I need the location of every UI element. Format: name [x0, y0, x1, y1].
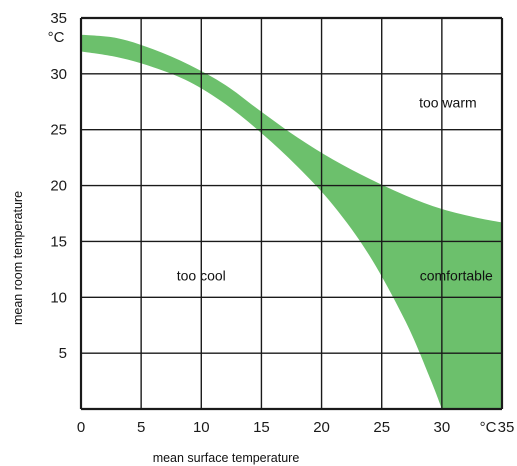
y-tick-label: 30: [50, 66, 67, 83]
y-tick-label: 20: [50, 178, 67, 195]
y-tick-labels: 5 10 15 20 25 30 35: [50, 10, 67, 362]
x-tick-labels: 0 5 10 15 20 25 30 35: [77, 419, 515, 436]
region-label: too cool: [177, 268, 226, 284]
x-tick-label: 25: [373, 419, 390, 436]
grid: [79, 16, 504, 411]
region-label: comfortable: [420, 268, 493, 284]
x-tick-label: 30: [434, 419, 451, 436]
x-tick-label: 5: [137, 419, 145, 436]
x-unit-label: °C: [480, 419, 497, 436]
x-axis-title: mean surface temperature: [153, 451, 300, 465]
y-tick-label: 35: [50, 10, 67, 27]
y-tick-label: 15: [50, 233, 67, 250]
x-tick-label: 35: [498, 419, 515, 436]
y-tick-label: 25: [50, 122, 67, 139]
x-tick-label: 15: [253, 419, 270, 436]
y-tick-label: 10: [50, 289, 67, 306]
x-tick-label: 0: [77, 419, 85, 436]
comfort-band: [81, 34, 502, 410]
y-tick-label: 5: [59, 345, 67, 362]
y-axis-title: mean room temperature: [11, 191, 25, 325]
region-label: too warm: [419, 94, 477, 110]
y-unit-label: °C: [48, 29, 65, 46]
x-tick-label: 20: [313, 419, 330, 436]
region-labels: too warm too cool comfortable: [177, 94, 493, 283]
x-tick-label: 10: [193, 419, 210, 436]
